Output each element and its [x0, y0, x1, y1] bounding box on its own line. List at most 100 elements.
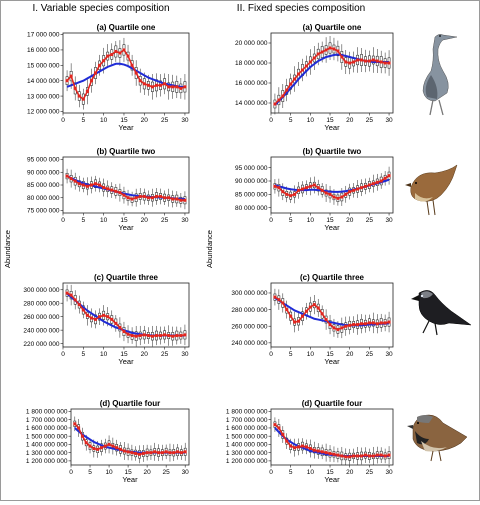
red-series-point — [328, 192, 332, 196]
red-series-point — [154, 194, 158, 198]
red-series-point — [383, 321, 387, 325]
red-series-point — [103, 444, 107, 448]
x-tick-label: 25 — [161, 351, 169, 358]
x-tick-label: 30 — [385, 351, 393, 358]
x-tick-label: 5 — [289, 469, 293, 476]
x-axis-label: Year — [122, 475, 138, 484]
y-tick-label: 15 000 000 — [27, 63, 60, 70]
red-series-point — [360, 186, 364, 190]
red-series-point — [167, 334, 171, 338]
chart-panel-2: (a) Quartile one 14 000 000 16 000 000 18 0… — [235, 23, 394, 132]
red-series-point — [332, 326, 336, 330]
blue-series-line — [74, 427, 186, 454]
red-series-point — [150, 334, 154, 338]
x-tick-label: 20 — [346, 217, 354, 224]
red-series-point — [340, 326, 344, 330]
y-tick-label: 1 300 000 000 — [26, 450, 68, 457]
red-series-point — [312, 56, 316, 60]
red-series-point — [168, 451, 172, 455]
x-tick-label: 30 — [181, 351, 189, 358]
red-series-point — [387, 453, 391, 457]
red-series-point — [375, 453, 379, 457]
x-tick-label: 10 — [307, 351, 315, 358]
red-series-point — [304, 64, 308, 68]
red-series-point — [293, 446, 297, 450]
plot-frame — [270, 408, 394, 466]
red-series-point — [154, 83, 158, 87]
x-tick-label: 25 — [366, 117, 374, 124]
red-series-point — [89, 316, 93, 320]
red-series-point — [371, 321, 375, 325]
y-tick-label: 280 000 000 — [23, 300, 60, 307]
red-series-point — [118, 191, 122, 195]
red-series-point — [114, 321, 118, 325]
red-series-point — [130, 451, 134, 455]
y-tick-label: 90 000 000 — [27, 169, 60, 176]
red-series-point — [85, 313, 89, 317]
red-series-point — [379, 453, 383, 457]
x-tick-label: 0 — [269, 217, 273, 224]
red-series-point — [171, 197, 175, 201]
x-tick-label: 10 — [105, 469, 113, 476]
red-series-point — [73, 422, 77, 426]
x-tick-label: 15 — [326, 117, 334, 124]
y-tick-label: 1 800 000 000 — [226, 409, 268, 416]
x-tick-label: 10 — [100, 117, 108, 124]
y-tick-label: 14 000 000 — [27, 78, 60, 85]
red-series-point — [94, 71, 98, 75]
y-tick-label: 1 400 000 000 — [26, 442, 68, 449]
red-series-point — [344, 60, 348, 64]
red-series-point — [77, 303, 81, 307]
chart-panel-6: (c) Quartile three 240 000 000 260 000 000… — [231, 273, 394, 366]
x-tick-label: 20 — [141, 217, 149, 224]
y-tick-label: 1 200 000 000 — [226, 458, 268, 465]
red-series-point — [106, 54, 110, 58]
red-series-point — [336, 196, 340, 200]
plot-frame — [270, 32, 394, 114]
red-series-point — [172, 451, 176, 455]
red-series-point — [138, 334, 142, 338]
red-series-point — [81, 183, 85, 187]
red-series-point — [320, 50, 324, 54]
y-tick-label: 1 800 000 000 — [26, 409, 68, 416]
x-tick-label: 20 — [346, 117, 354, 124]
red-series-point — [293, 77, 297, 81]
red-series-point — [122, 193, 126, 197]
red-series-point — [89, 183, 93, 187]
y-tick-label: 80 000 000 — [27, 195, 60, 202]
chart-panels: (a) Quartile one 12 000 000 13 000 000 14 0… — [23, 23, 394, 484]
red-series-point — [115, 446, 119, 450]
red-series-point — [111, 444, 115, 448]
y-tick-label: 240 000 000 — [23, 327, 60, 334]
red-series-point — [320, 450, 324, 454]
red-series-point — [304, 186, 308, 190]
red-series-point — [379, 60, 383, 64]
red-series-point — [73, 179, 77, 183]
red-series-point — [383, 454, 387, 458]
red-series-point — [96, 447, 100, 451]
red-series-point — [336, 328, 340, 332]
red-series-point — [183, 450, 187, 454]
red-series-point — [352, 60, 356, 64]
red-series-point — [102, 186, 106, 190]
red-series-point — [289, 194, 293, 198]
red-series-point — [383, 61, 387, 65]
red-series-point — [81, 308, 85, 312]
red-series-point — [356, 454, 360, 458]
y-tick-label: 240 000 000 — [231, 340, 268, 347]
x-tick-label: 30 — [385, 469, 393, 476]
red-series-point — [348, 61, 352, 65]
panel-title: (d) Quartile four — [302, 399, 362, 408]
red-series-point — [308, 447, 312, 451]
red-series-point — [348, 455, 352, 459]
red-series-point — [285, 439, 289, 443]
red-series-point — [77, 94, 81, 98]
red-series-point — [363, 453, 367, 457]
red-series-point — [320, 312, 324, 316]
x-tick-label: 30 — [385, 217, 393, 224]
x-tick-label: 30 — [181, 117, 189, 124]
x-tick-label: 10 — [307, 217, 315, 224]
red-series-point — [375, 322, 379, 326]
red-series-point — [300, 68, 304, 72]
